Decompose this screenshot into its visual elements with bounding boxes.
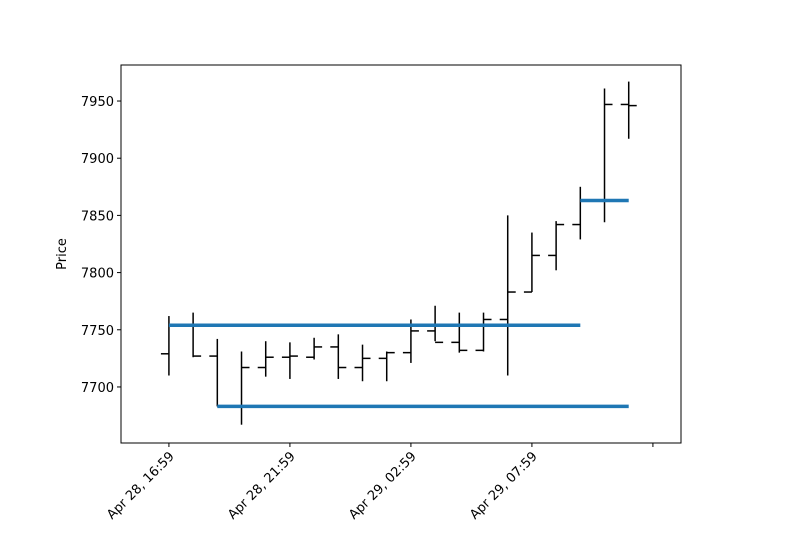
y-tick-label: 7750	[81, 324, 114, 339]
y-tick-label: 7800	[81, 267, 114, 282]
x-tick-label: Apr 29, 07:59	[467, 449, 540, 522]
y-tick-label: 7950	[81, 95, 114, 110]
x-tick-label: Apr 28, 16:59	[104, 449, 177, 522]
y-tick-label: 7700	[81, 381, 114, 396]
x-tick-label: Apr 29, 02:59	[346, 449, 419, 522]
plot-frame	[120, 64, 682, 444]
y-axis-label: Price	[55, 238, 70, 270]
y-tick-label: 7850	[81, 209, 114, 224]
x-tick-label: Apr 28, 21:59	[225, 449, 298, 522]
y-tick-label: 7900	[81, 152, 114, 167]
